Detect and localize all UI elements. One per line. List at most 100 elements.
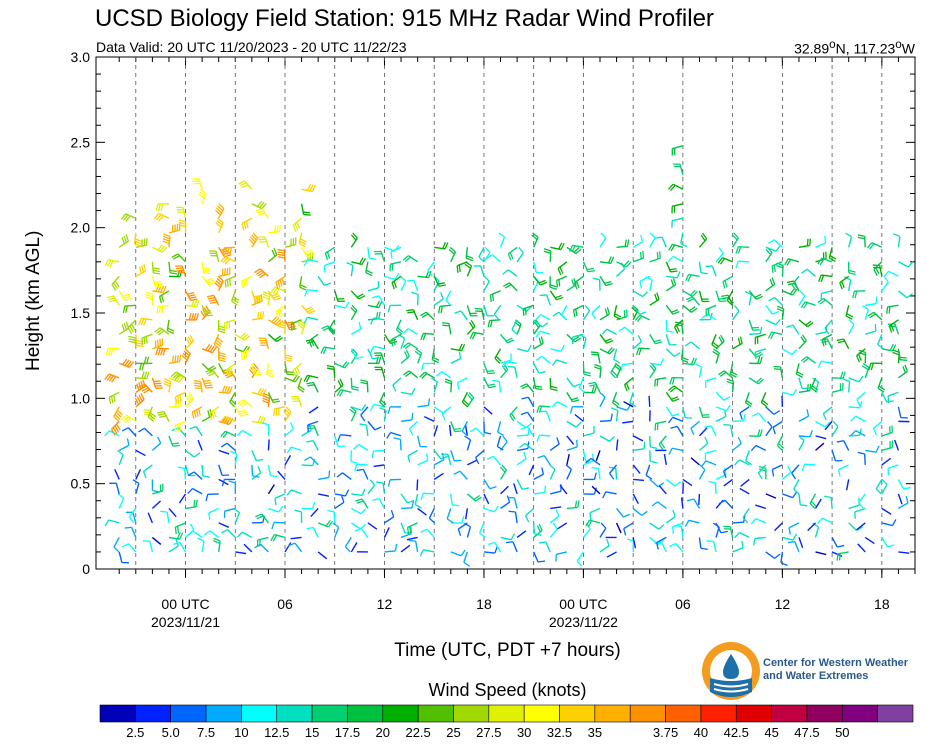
wind-barb [251,363,262,376]
wind-barb [317,551,328,560]
wind-barb [845,305,854,320]
wind-barb [815,442,825,451]
wind-barb [334,435,346,448]
wind-barb [402,328,418,335]
wind-barb [715,409,727,423]
wind-barb [583,487,598,495]
wind-barb [516,345,532,353]
wind-barb [376,481,386,494]
wind-barb [549,437,560,451]
wind-barb [220,256,236,265]
wind-barb [801,463,816,472]
wind-barb [307,420,319,433]
chart-title: UCSD Biology Field Station: 915 MHz Rada… [95,5,714,32]
wind-barb [450,493,460,507]
wind-barb [729,363,738,378]
wind-barb [181,348,191,364]
wind-barb [508,510,518,524]
wind-barb [142,540,154,553]
wind-barb [135,356,150,365]
wind-barb [739,406,750,420]
wind-barb [168,354,182,365]
wind-barb [836,338,850,350]
wind-barb [698,537,708,550]
wind-barb [284,348,293,363]
wind-barb [350,304,358,321]
wind-barb [411,291,419,306]
wind-barb [807,522,817,532]
wind-barb [151,276,163,288]
y-tick-label: 1.0 [71,390,91,406]
colorbar-label: 40 [694,725,708,740]
wind-barb [292,217,303,232]
wind-barb [267,290,282,301]
wind-barb [705,265,717,277]
x-tick-label: 06 [675,596,691,612]
wind-barb [698,406,710,419]
wind-barb [715,522,728,534]
wind-barb [485,254,501,263]
wind-barb [782,288,798,296]
wind-barb [516,304,532,312]
wind-barb [817,257,833,266]
wind-barb [698,232,708,248]
wind-barbs [104,145,914,567]
wind-barb [220,442,236,451]
wind-barb [858,493,866,509]
wind-barb [334,489,350,497]
wind-barb [852,290,866,299]
wind-barb [686,498,701,509]
wind-barb [824,495,833,509]
wind-barb [573,275,584,290]
wind-barb [369,345,385,353]
wind-barb [223,507,236,519]
wind-barb [857,451,866,465]
wind-barb [893,233,901,248]
wind-barb [511,319,518,335]
wind-barb [185,449,201,458]
wind-barb [616,404,632,411]
wind-barb [367,280,380,292]
wind-barb [121,427,137,437]
wind-barb [578,377,586,393]
colorbar-label: 5.0 [162,725,180,740]
wind-barb [209,406,220,420]
wind-barb [163,378,172,393]
y-tick-label: 0.5 [71,476,91,492]
wind-barb [174,420,186,433]
wind-barb [203,530,220,538]
wind-barb [351,404,367,412]
wind-barb [898,551,910,554]
wind-barb [118,551,129,564]
wind-barb [682,357,698,366]
wind-barb [582,261,596,273]
wind-barb [535,355,551,364]
x-tick-label: 00 UTC [161,596,209,612]
wind-barb [599,522,607,538]
wind-barb [516,246,524,263]
wind-barb [897,479,911,490]
data-valid-label: Data Valid: 20 UTC 11/20/2023 - 20 UTC 1… [96,39,407,55]
colorbar-label: 25 [446,725,460,740]
wind-barb [817,297,833,306]
wind-barb [118,290,132,301]
wind-barb [749,326,763,336]
wind-barb [367,420,382,431]
wind-barb [665,509,676,524]
wind-barb [206,294,220,306]
wind-barb [444,378,453,393]
wind-barb [566,435,575,445]
wind-barb [400,412,414,423]
wind-barb [776,262,784,277]
wind-barb [632,507,648,516]
wind-barb [201,305,213,317]
wind-barb [168,532,184,540]
wind-barb [749,356,763,365]
wind-barb [634,314,651,323]
wind-barb [450,351,462,364]
wind-barb [133,232,142,247]
wind-barb [401,500,415,510]
wind-barb [836,439,850,451]
colorbar-swatch [205,704,242,723]
wind-barb [104,258,120,268]
